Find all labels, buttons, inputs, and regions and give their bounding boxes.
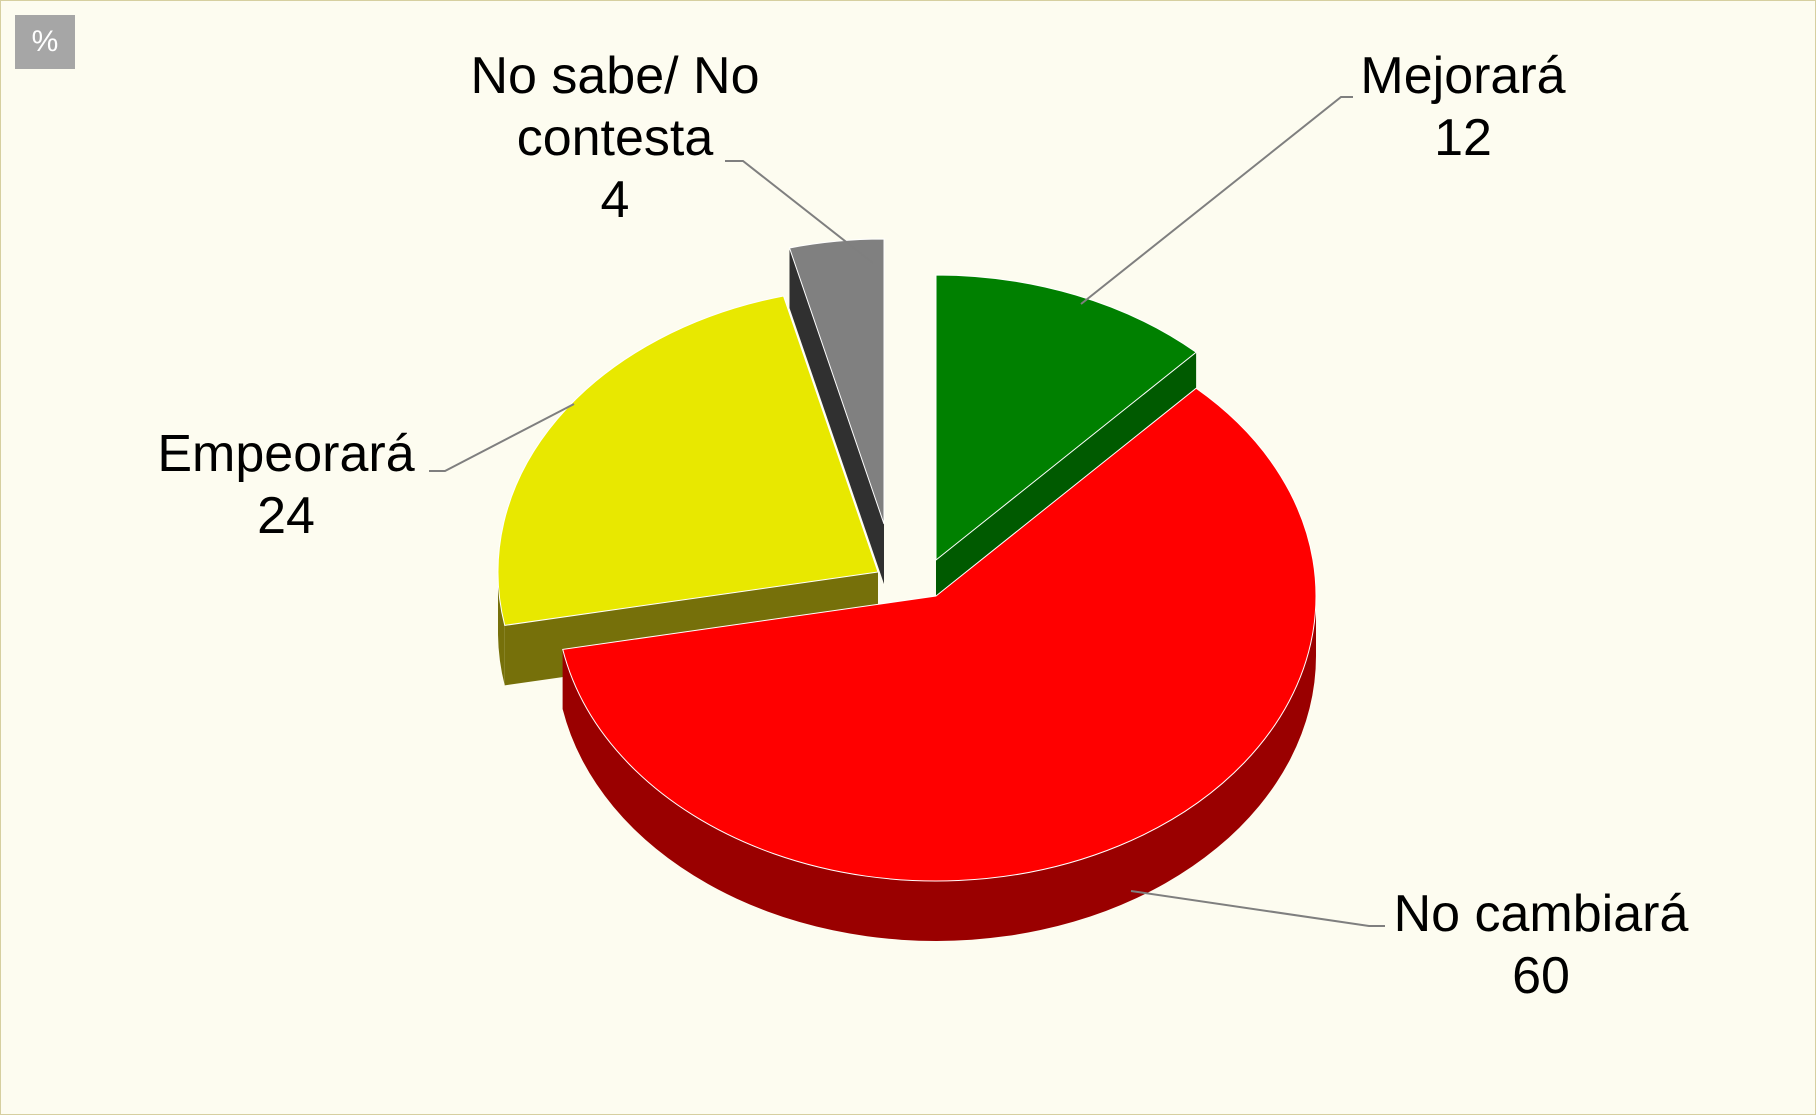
pie-slice-no-sabe-no-contesta	[788, 238, 885, 584]
value-label: 24	[257, 487, 315, 545]
leader-line	[725, 160, 874, 264]
category-label: No sabe/ No	[470, 47, 759, 105]
leader-line	[1130, 890, 1385, 927]
leader-line	[429, 403, 575, 472]
leader-line	[1080, 96, 1353, 305]
value-label: 60	[1512, 947, 1570, 1005]
value-label: 4	[601, 171, 630, 229]
pie-slice-no-cambiara	[562, 387, 1317, 942]
unit-badge: %	[15, 15, 75, 69]
category-label: contesta	[517, 109, 714, 167]
category-label: No cambiará	[1394, 885, 1689, 943]
category-label: Mejorará	[1360, 47, 1565, 105]
category-label: Empeorará	[157, 425, 414, 483]
value-label: 12	[1434, 109, 1492, 167]
